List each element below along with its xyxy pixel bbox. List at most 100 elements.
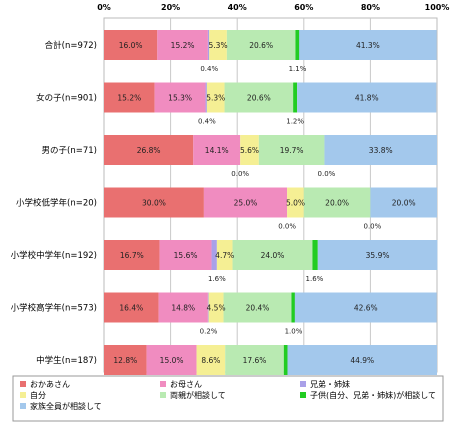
legend-swatch (300, 381, 306, 387)
x-axis-ticks: 0% 20% 40% 60% 80% 100% (97, 3, 449, 12)
legend-swatch (160, 392, 166, 398)
bar-segment (104, 135, 194, 165)
bar-segment (370, 187, 437, 218)
bar-segment (294, 292, 437, 323)
bar-segment (295, 30, 300, 60)
bar-segment (324, 135, 437, 165)
data-label: 15.2% (117, 94, 141, 103)
bar-segment (287, 345, 437, 375)
bar-segment (104, 30, 158, 60)
bar-segment (104, 345, 147, 375)
data-label: 12.8% (113, 356, 137, 365)
data-label: 8.6% (201, 356, 220, 365)
data-label: 35.9% (366, 251, 390, 260)
data-label: 33.8% (369, 146, 393, 155)
bar-segment (208, 292, 224, 323)
bar-segment (291, 292, 296, 323)
data-label: 15.0% (160, 356, 184, 365)
data-label: 25.0% (234, 199, 258, 208)
data-label: 16.0% (119, 41, 143, 50)
bar-segment (312, 240, 318, 270)
bar-segment (203, 187, 288, 218)
data-label: 24.0% (261, 251, 285, 260)
bar-segment (317, 240, 438, 270)
bar-segment (223, 292, 292, 323)
legend-label: 家族全員が相談して (30, 401, 102, 411)
bar-segment (225, 345, 284, 375)
data-label-small: 0.4% (200, 65, 218, 73)
data-label: 15.2% (171, 41, 195, 50)
data-label: 14.8% (171, 304, 195, 313)
bar-segment (205, 82, 207, 113)
data-label: 20.0% (392, 199, 416, 208)
bar-segment (283, 345, 288, 375)
legend-label: お母さん (170, 380, 202, 389)
data-label-small: 1.6% (208, 275, 226, 283)
bar-segment (287, 187, 304, 218)
data-label: 42.6% (354, 304, 378, 313)
data-label: 15.6% (174, 251, 198, 260)
legend-swatch (20, 392, 26, 398)
bar-segment (104, 187, 204, 218)
data-label: 41.3% (356, 41, 380, 50)
data-label: 16.7% (120, 251, 144, 260)
data-label: 30.0% (142, 199, 166, 208)
category-label: 女の子(n=901) (36, 93, 97, 104)
legend-swatch (20, 403, 26, 409)
data-label: 4.7% (215, 251, 234, 260)
bar-segment (207, 292, 209, 323)
data-label-small: 0.4% (198, 118, 216, 126)
data-label-small: 0.2% (200, 328, 218, 336)
bar-segment (104, 292, 159, 323)
bar-segment (299, 30, 437, 60)
data-label: 20.4% (246, 304, 270, 313)
bar-segment (206, 82, 225, 113)
data-label: 20.6% (247, 94, 271, 103)
x-tick-label: 80% (361, 3, 380, 12)
bar-segment (207, 30, 210, 60)
bar-segment (154, 82, 206, 113)
bar-segment (104, 240, 160, 270)
data-label: 5.3% (206, 94, 225, 103)
data-label: 17.6% (243, 356, 267, 365)
data-label-small: 1.1% (289, 65, 307, 73)
data-label: 5.0% (286, 199, 305, 208)
bar-segment (216, 240, 233, 270)
category-label: 男の子(n=71) (42, 146, 97, 156)
data-label: 4.5% (207, 304, 226, 313)
data-label-small: 1.0% (285, 328, 303, 336)
bar-segment (159, 240, 212, 270)
data-label-small: 0.0% (278, 223, 296, 231)
category-label: 小学校高学年(n=573) (11, 303, 97, 314)
legend-swatch (20, 381, 26, 387)
data-label-small: 1.6% (306, 275, 324, 283)
bar-segment (196, 345, 226, 375)
bar-segment (258, 135, 325, 165)
x-tick-label: 0% (97, 3, 111, 12)
x-tick-label: 100% (425, 3, 450, 12)
data-label: 44.9% (350, 356, 374, 365)
category-label: 小学校中学年(n=192) (11, 250, 97, 261)
data-label: 19.7% (280, 146, 304, 155)
x-tick-label: 40% (228, 3, 247, 12)
x-tick-label: 20% (161, 3, 180, 12)
bar-segment (193, 135, 241, 165)
legend-label: 自分 (30, 390, 46, 400)
data-label: 20.0% (325, 199, 349, 208)
category-label: 合計(n=972) (45, 40, 97, 51)
data-label: 15.3% (168, 94, 192, 103)
category-label: 小学校低学年(n=20) (16, 198, 97, 209)
data-label: 16.4% (119, 304, 143, 313)
data-label-small: 0.0% (231, 170, 249, 178)
legend-swatch (300, 392, 306, 398)
bar-segment (209, 30, 227, 60)
category-labels: 合計(n=972) 女の子(n=901) 男の子(n=71) 小学校低学年(n=20)… (11, 40, 97, 366)
bar-segment (240, 135, 259, 165)
bar-segment (158, 292, 208, 323)
bar-segment (303, 187, 371, 218)
bar-segment (211, 240, 217, 270)
bar-segment (224, 82, 294, 113)
bar-segment (157, 30, 208, 60)
data-label: 41.8% (355, 94, 379, 103)
